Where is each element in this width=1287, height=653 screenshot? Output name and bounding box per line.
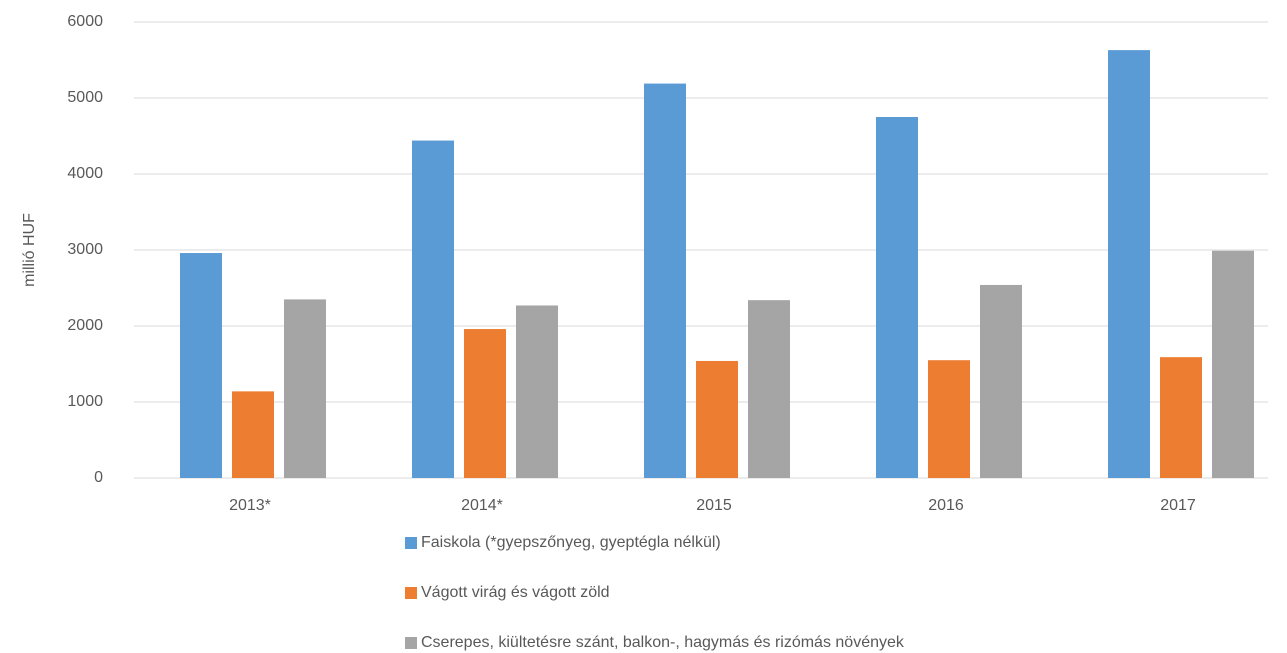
- bar: [980, 284, 1022, 478]
- y-tick-label: 5000: [67, 89, 103, 106]
- x-tick-label: 2015: [696, 497, 732, 514]
- bar: [284, 299, 326, 478]
- legend-swatch: [405, 537, 417, 549]
- y-tick-label: 1000: [67, 393, 103, 410]
- bar: [1108, 50, 1150, 479]
- legend-swatch: [405, 637, 417, 649]
- bar: [748, 300, 790, 478]
- x-tick-label: 2016: [928, 497, 964, 514]
- bar: [412, 140, 454, 478]
- y-tick-label: 4000: [67, 165, 103, 182]
- bar: [464, 329, 506, 478]
- bar: [180, 253, 222, 478]
- x-tick-label: 2017: [1160, 497, 1196, 514]
- bar: [696, 360, 738, 478]
- y-tick-label: 2000: [67, 317, 103, 334]
- bar: [928, 360, 970, 478]
- bar: [1212, 250, 1254, 478]
- legend-label: Vágott virág és vágott zöld: [421, 584, 610, 601]
- legend-label: Cserepes, kiültetésre szánt, balkon-, ha…: [421, 634, 905, 651]
- bar: [232, 391, 274, 478]
- legend-label: Faiskola (*gyepszőnyeg, gyeptégla nélkül…: [421, 534, 721, 551]
- y-tick-label: 6000: [67, 13, 103, 30]
- y-tick-label: 3000: [67, 241, 103, 258]
- x-tick-label: 2014*: [461, 497, 503, 514]
- bar: [1160, 357, 1202, 478]
- bar: [876, 117, 918, 478]
- bar: [516, 305, 558, 478]
- x-tick-label: 2013*: [229, 497, 271, 514]
- y-axis-label: millió HUF: [21, 213, 38, 287]
- legend-swatch: [405, 587, 417, 599]
- bar: [644, 83, 686, 478]
- y-tick-label: 0: [94, 469, 103, 486]
